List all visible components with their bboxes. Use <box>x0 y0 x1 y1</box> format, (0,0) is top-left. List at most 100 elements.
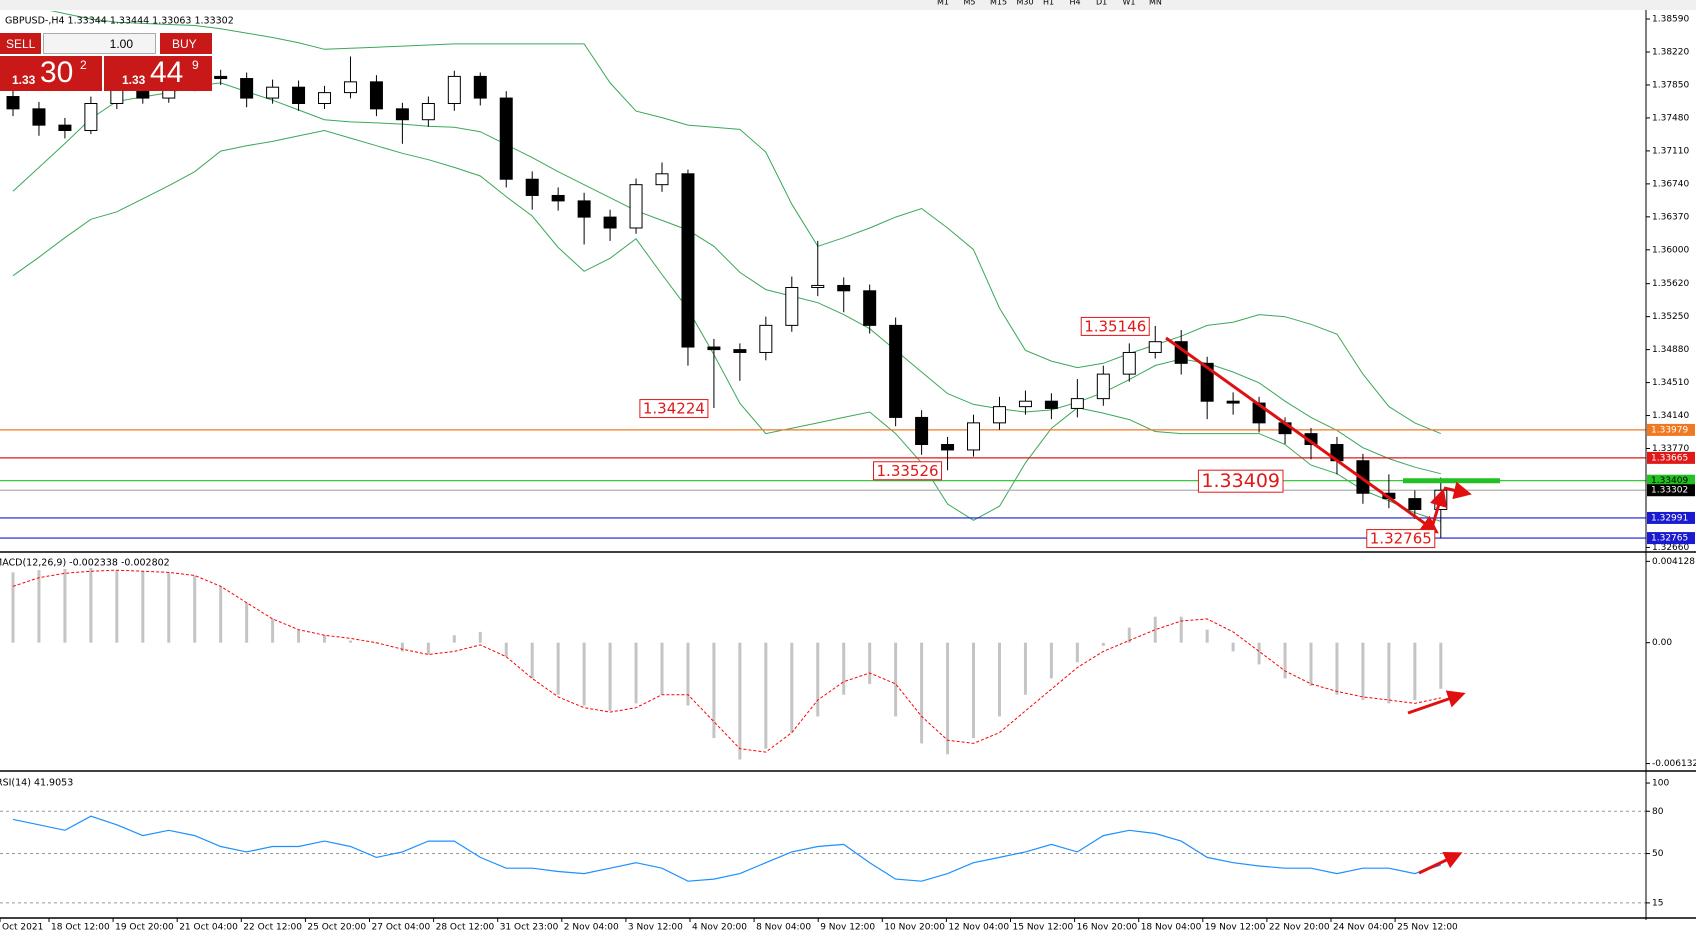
candle-body <box>629 184 643 229</box>
candle-body <box>992 406 1006 424</box>
macd-bar <box>63 569 67 643</box>
macd-bar <box>972 642 976 739</box>
macd-bar <box>1361 642 1365 701</box>
macd-bar <box>1153 616 1157 643</box>
x-tick-label: 3 Nov 12:00 <box>628 923 683 933</box>
timeframe-label[interactable]: H1 <box>1043 0 1054 7</box>
sell-button[interactable]: SELL <box>0 33 41 54</box>
x-tick-label: 16 Nov 20:00 <box>1077 923 1138 933</box>
candle-body <box>863 290 877 326</box>
macd-bar <box>37 570 41 643</box>
macd-bar <box>790 642 794 733</box>
macd-bar <box>556 642 560 695</box>
drawings <box>1165 336 1472 875</box>
y-tick-label: 1.36000 <box>1652 245 1689 255</box>
candle-body <box>1070 398 1084 409</box>
macd-bar <box>219 586 223 643</box>
timeframe-label[interactable]: M15 <box>990 0 1007 7</box>
big-figure: 1.33 <box>12 73 36 87</box>
timeframe-label[interactable]: M30 <box>1017 0 1034 7</box>
candle-body <box>214 75 228 80</box>
timeframe-label[interactable]: M1 <box>937 0 949 7</box>
x-tick-label: 25 Oct 20:00 <box>307 923 366 933</box>
x-tick-label: 24 Nov 04:00 <box>1333 923 1394 933</box>
macd-bar <box>1387 642 1391 704</box>
x-tick-label: 27 Oct 04:00 <box>372 923 431 933</box>
macd-bar <box>452 635 456 643</box>
macd-bar <box>1127 627 1131 643</box>
buy-button[interactable]: BUY <box>160 33 212 54</box>
candle-body <box>655 173 669 186</box>
candle-body <box>837 284 851 292</box>
x-tick-label: 25 Nov 12:00 <box>1397 923 1458 933</box>
y-tick-label: 80 <box>1652 807 1664 817</box>
timeframe-label[interactable]: W1 <box>1123 0 1136 7</box>
x-tick-label: 22 Oct 12:00 <box>243 923 302 933</box>
macd-bar <box>141 571 145 643</box>
candle-body <box>1018 400 1032 408</box>
timeframe-label[interactable]: MN <box>1149 0 1162 7</box>
candle-body <box>84 102 98 131</box>
bollinger-upper <box>50 11 1441 435</box>
level-label: 1.32991 <box>1651 513 1688 523</box>
macd-pane <box>11 568 1443 760</box>
candle-body <box>58 124 72 131</box>
rsi-arrow <box>1418 852 1463 875</box>
y-tick-label: 1.34880 <box>1652 345 1689 355</box>
x-tick-label: 9 Nov 12:00 <box>820 923 875 933</box>
y-tick-label: 1.35250 <box>1652 312 1689 322</box>
timeframe-label[interactable]: H4 <box>1070 0 1081 7</box>
candle-body <box>292 86 306 104</box>
level-label-box <box>1647 484 1695 497</box>
y-tick-label: 1.34510 <box>1652 378 1689 388</box>
candle-body <box>915 416 929 446</box>
trend-arrow <box>1165 336 1439 534</box>
bollinger-lower <box>12 129 1441 522</box>
level-label-box <box>1647 532 1695 545</box>
level-label-box <box>1647 511 1695 524</box>
annotation-label: 1.32765 <box>1370 530 1432 548</box>
x-tick-label: 18 Nov 04:00 <box>1141 923 1202 933</box>
timeframe-label[interactable]: D1 <box>1096 0 1107 7</box>
macd-bar <box>323 635 327 643</box>
macd-bar <box>400 642 404 652</box>
y-tick-label: 0.00 <box>1652 638 1672 648</box>
lot-input[interactable]: 1.00 <box>43 33 156 54</box>
timeframe-label[interactable]: M5 <box>964 0 976 7</box>
macd-bar <box>920 642 924 744</box>
x-tick-label: 12 Nov 04:00 <box>948 923 1009 933</box>
candle-body <box>395 108 409 121</box>
candle-body <box>577 200 591 218</box>
candle-body <box>707 346 721 351</box>
annotation-box <box>639 399 709 419</box>
level-label: 1.33302 <box>1651 486 1688 496</box>
big-figure: 1.33 <box>122 73 146 87</box>
macd-bar <box>712 642 716 739</box>
candle-body <box>889 324 903 418</box>
candle-body <box>785 287 799 326</box>
macd-bar <box>1101 642 1105 646</box>
candle-body <box>473 75 487 99</box>
annotation-box <box>1080 316 1150 336</box>
candle-body <box>1200 362 1214 402</box>
candle-body <box>967 422 981 451</box>
macd-bar <box>426 642 430 655</box>
rsi-line <box>12 815 1441 882</box>
level-label-box <box>1647 423 1695 436</box>
macd-bar <box>167 572 171 643</box>
x-tick-label: 10 Nov 20:00 <box>884 923 945 933</box>
buy-price[interactable]: 1.33 44 9 <box>104 56 212 91</box>
x-tick-label: 8 Nov 04:00 <box>756 923 811 933</box>
candle-body <box>1122 351 1136 375</box>
x-tick-label: 19 Oct 20:00 <box>115 923 174 933</box>
sell-price[interactable]: 1.33 30 2 <box>0 56 102 91</box>
candle-body <box>318 92 332 104</box>
candle-body <box>681 173 695 348</box>
y-tick-label: 1.33770 <box>1652 444 1689 454</box>
macd-bar <box>1283 642 1287 679</box>
candle-body <box>941 444 955 451</box>
macd-bar <box>842 642 846 695</box>
annotation-label: 1.35146 <box>1084 317 1146 335</box>
candle-body <box>811 284 825 289</box>
